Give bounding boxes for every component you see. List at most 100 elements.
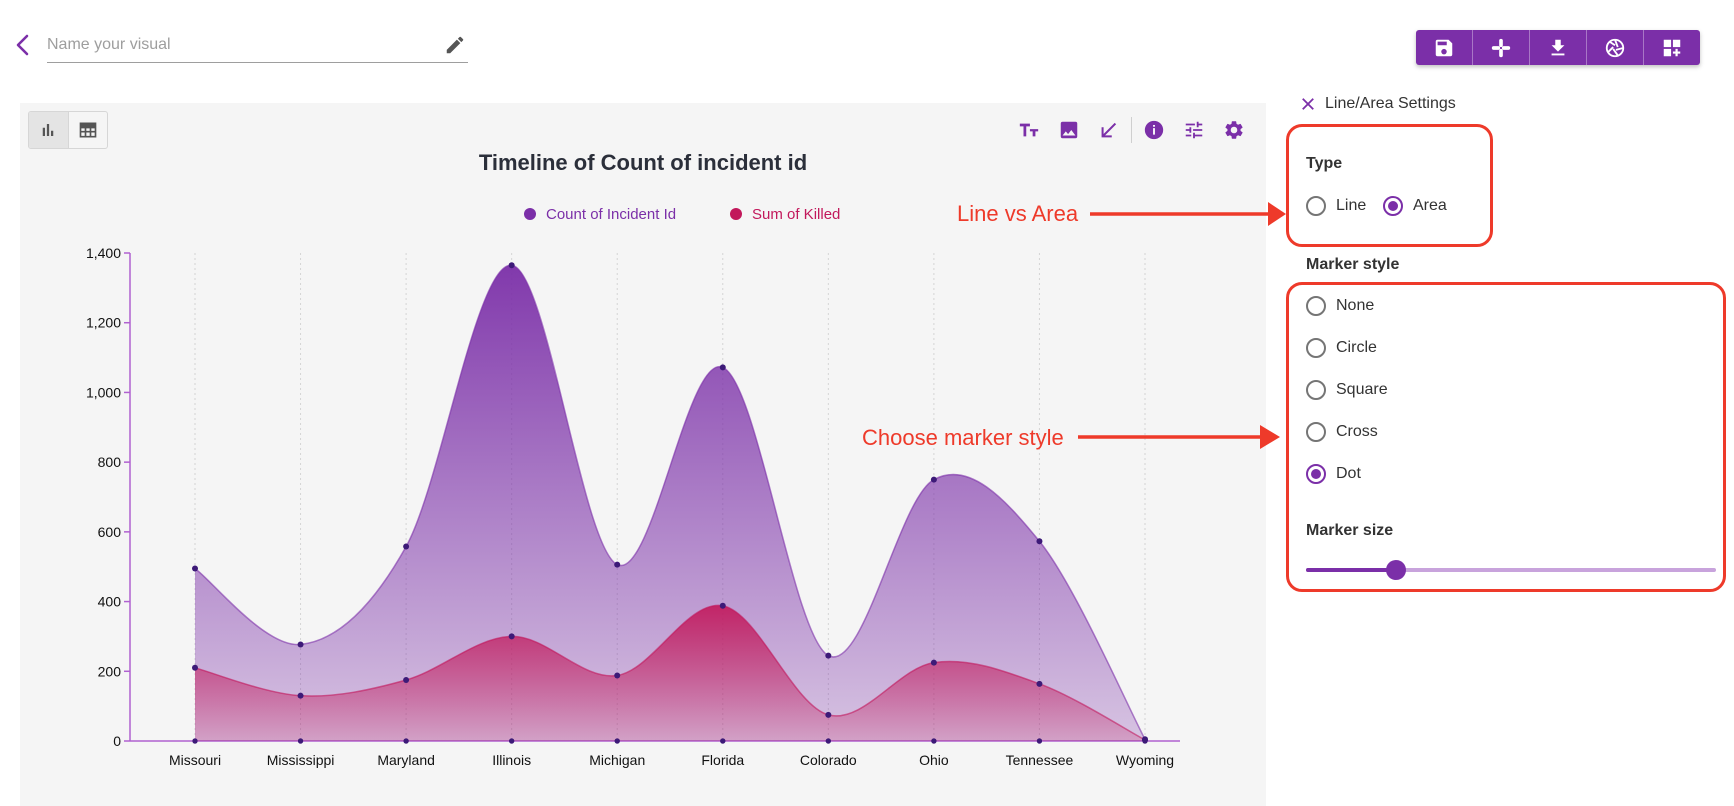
slider-thumb[interactable] — [1386, 560, 1407, 580]
radio-circle — [1306, 296, 1326, 316]
baseline-point — [403, 738, 409, 744]
slider-track — [1306, 568, 1397, 572]
data-point — [930, 659, 937, 666]
y-tick-label: 0 — [113, 733, 121, 749]
marker-highlight-box — [1286, 282, 1726, 592]
tune-icon — [1185, 121, 1203, 139]
data-point — [825, 711, 832, 718]
marker-radio-dot[interactable]: Dot — [1306, 464, 1361, 484]
legend-label: Count of Incident Id — [546, 206, 676, 223]
marker-radio-circle[interactable]: Circle — [1306, 338, 1377, 358]
chart-panel: Timeline of Count of incident id Count of… — [20, 103, 1266, 806]
chart-view-button[interactable] — [29, 112, 68, 148]
download-button[interactable] — [1530, 30, 1587, 65]
legend-marker — [524, 208, 536, 220]
text-size-button[interactable] — [1009, 117, 1049, 143]
table-view-button[interactable] — [67, 112, 108, 148]
settings-title: Line/Area Settings — [1325, 95, 1456, 112]
marker-size-slider[interactable] — [1306, 560, 1716, 580]
series-area — [195, 265, 1145, 741]
data-point — [508, 633, 515, 640]
radio-label: Dot — [1336, 465, 1361, 482]
view-toggle — [28, 111, 108, 149]
baseline-point — [509, 738, 515, 744]
y-tick-label: 1,000 — [86, 384, 121, 400]
save-icon — [1435, 39, 1453, 56]
slider-rail — [1306, 568, 1716, 572]
baseline-point — [1142, 738, 1148, 744]
pencil-icon[interactable] — [444, 34, 466, 56]
radio-circle — [1383, 196, 1403, 216]
x-tick-label: Florida — [701, 752, 744, 768]
visual-name-field — [47, 30, 468, 63]
x-tick-label: Mississippi — [267, 752, 335, 768]
resize-button[interactable] — [1089, 117, 1129, 143]
marker-style-label: Marker style — [1306, 256, 1400, 273]
radio-label: Area — [1413, 197, 1447, 214]
data-point — [403, 677, 410, 683]
close-icon[interactable] — [1299, 95, 1317, 113]
data-point — [930, 476, 937, 483]
data-point — [614, 561, 621, 568]
y-tick-label: 1,400 — [86, 245, 121, 261]
back-chevron-icon[interactable] — [12, 32, 34, 58]
legend-marker — [730, 208, 742, 220]
baseline-point — [1036, 738, 1043, 744]
action-toolbar — [1416, 30, 1700, 65]
radio-circle — [1306, 464, 1326, 484]
add-to-dashboard-button[interactable] — [1644, 30, 1700, 65]
y-tick-label: 400 — [98, 594, 122, 610]
marker-radio-cross[interactable]: Cross — [1306, 422, 1378, 442]
snapshot-button[interactable] — [1587, 30, 1644, 65]
baseline-point — [825, 738, 831, 744]
download-icon — [1551, 39, 1565, 55]
image-button[interactable] — [1049, 117, 1089, 143]
radio-circle — [1306, 422, 1326, 442]
y-tick-label: 200 — [98, 663, 122, 679]
save-button[interactable] — [1416, 30, 1473, 65]
text-size-icon — [1019, 123, 1039, 137]
annotation-arrow-marker — [1078, 425, 1280, 449]
baseline-point — [192, 738, 198, 744]
camera-aperture-icon — [1605, 38, 1625, 57]
resize-arrow-icon — [1101, 122, 1117, 138]
y-tick-label: 800 — [98, 454, 122, 470]
settings-button[interactable] — [1214, 117, 1254, 143]
marker-radio-square[interactable]: Square — [1306, 380, 1388, 400]
toolbar-divider — [1131, 117, 1132, 143]
radio-circle — [1306, 338, 1326, 358]
type-radio-line[interactable]: Line — [1306, 196, 1366, 216]
info-button[interactable] — [1134, 117, 1174, 143]
x-tick-label: Ohio — [919, 752, 949, 768]
baseline-point — [720, 738, 726, 744]
data-point — [719, 602, 726, 609]
chart-title: Timeline of Count of incident id — [479, 150, 807, 175]
radio-label: Square — [1336, 381, 1388, 398]
x-tick-label: Missouri — [169, 752, 221, 768]
baseline-point — [614, 738, 620, 744]
data-point — [297, 641, 304, 648]
y-tick-label: 1,200 — [86, 315, 121, 331]
x-tick-label: Tennessee — [1006, 752, 1074, 768]
tune-button[interactable] — [1174, 117, 1214, 143]
data-point — [614, 672, 621, 679]
x-tick-label: Michigan — [589, 752, 645, 768]
info-icon — [1144, 120, 1164, 140]
visual-name-input[interactable] — [47, 30, 427, 60]
baseline-point — [297, 738, 304, 744]
x-tick-label: Maryland — [377, 752, 435, 768]
slack-share-button[interactable] — [1473, 30, 1530, 65]
series-line — [194, 264, 1146, 740]
bar-chart-icon — [43, 124, 54, 136]
x-tick-label: Colorado — [800, 752, 857, 768]
data-point — [508, 262, 515, 269]
marker-size-label: Marker size — [1306, 522, 1394, 539]
radio-label: None — [1336, 297, 1375, 314]
table-icon — [79, 122, 97, 138]
legend-label: Sum of Killed — [752, 206, 840, 223]
data-point — [192, 565, 198, 572]
marker-radio-none[interactable]: None — [1306, 296, 1374, 316]
x-tick-label: Illinois — [492, 752, 531, 768]
type-radio-area[interactable]: Area — [1383, 196, 1447, 216]
area-chart: Timeline of Count of incident id Count of… — [86, 150, 1180, 768]
